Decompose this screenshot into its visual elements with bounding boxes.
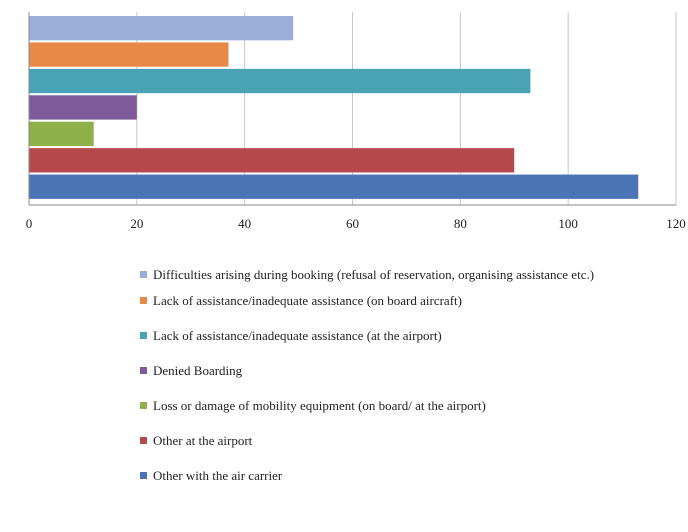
legend-swatch <box>140 437 147 444</box>
legend: Difficulties arising during booking (ref… <box>140 266 680 385</box>
x-tick-label: 20 <box>130 216 143 231</box>
legend-label: Lack of assistance/inadequate assistance… <box>153 327 613 344</box>
legend-item-assistance-airport: Lack of assistance/inadequate assistance… <box>140 327 613 344</box>
bar <box>29 148 514 172</box>
x-tick-label: 120 <box>666 216 686 231</box>
legend-swatch <box>140 402 147 409</box>
legend-item-mobility-equipment: Loss or damage of mobility equipment (on… <box>140 397 613 414</box>
legend-label: Other with the air carrier <box>153 467 613 484</box>
legend-swatch <box>140 332 147 339</box>
x-tick-label: 60 <box>346 216 359 231</box>
legend-swatch <box>140 297 147 304</box>
legend-item-booking-difficulties: Difficulties arising during booking (ref… <box>140 266 613 283</box>
bar <box>29 95 137 119</box>
bar <box>29 42 228 66</box>
x-tick-label: 100 <box>558 216 578 231</box>
x-tick-label: 80 <box>454 216 467 231</box>
legend-label: Difficulties arising during booking (ref… <box>153 266 613 283</box>
legend-label: Loss or damage of mobility equipment (on… <box>153 397 613 414</box>
legend-item-denied-boarding: Denied Boarding <box>140 362 613 379</box>
legend-label: Other at the airport <box>153 432 613 449</box>
bar <box>29 69 530 93</box>
bar <box>29 16 293 40</box>
legend-swatch <box>140 472 147 479</box>
legend-item-other-airport: Other at the airport <box>140 432 613 449</box>
x-tick-label: 0 <box>26 216 33 231</box>
bar <box>29 122 94 146</box>
legend-item-other-air-carrier: Other with the air carrier <box>140 467 613 484</box>
legend-label: Denied Boarding <box>153 362 613 379</box>
bar <box>29 175 638 199</box>
legend-label: Lack of assistance/inadequate assistance… <box>153 292 613 309</box>
legend-swatch <box>140 367 147 374</box>
bar-chart: 0 20 40 60 80 100 120 <box>0 0 688 240</box>
legend-swatch <box>140 271 147 278</box>
legend-item-assistance-on-board: Lack of assistance/inadequate assistance… <box>140 292 613 309</box>
x-tick-label: 40 <box>238 216 251 231</box>
